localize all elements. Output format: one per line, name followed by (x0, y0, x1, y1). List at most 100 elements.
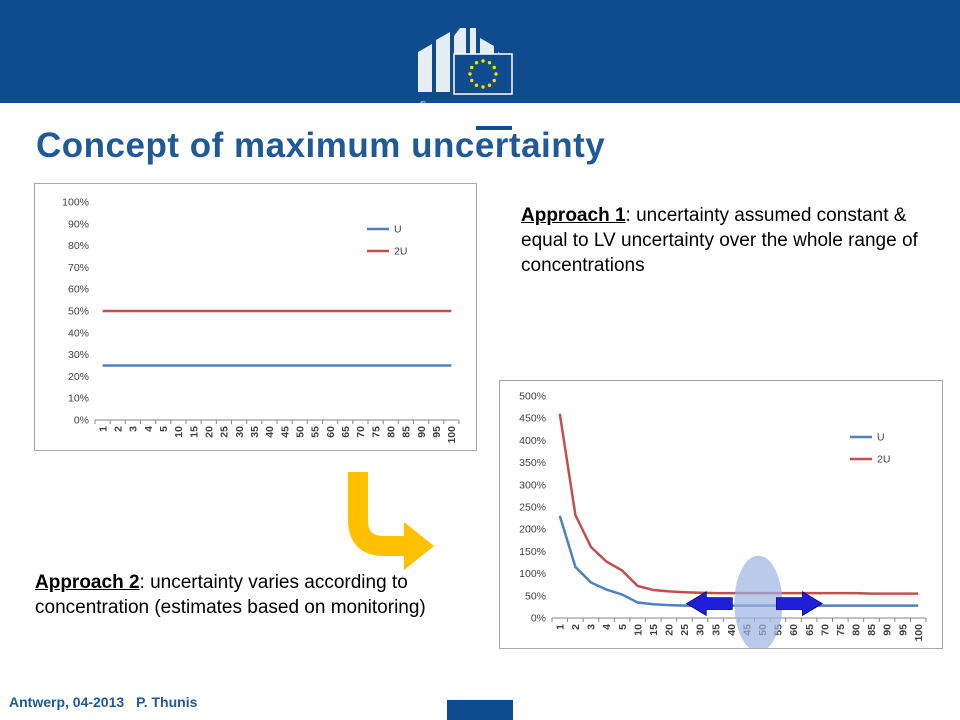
y-tick-label: 350% (519, 457, 546, 469)
x-tick-label: 85 (401, 426, 413, 438)
flag-star (494, 72, 498, 76)
x-tick-label: 95 (897, 624, 909, 636)
approach-1-lead: Approach 1 (521, 205, 626, 226)
x-tick-label: 3 (128, 426, 140, 432)
y-tick-label: 200% (519, 524, 546, 536)
y-tick-label: 20% (68, 371, 89, 383)
flag-star (487, 83, 492, 87)
flag-star (470, 65, 474, 70)
x-tick-label: 90 (882, 624, 894, 636)
y-tick-label: 50% (525, 590, 546, 602)
approach-2-text: Approach 2: uncertainty varies according… (35, 570, 445, 620)
x-tick-label: 95 (431, 426, 443, 438)
x-tick-label: 45 (279, 426, 291, 438)
footer-place-date: Antwerp, 04-2013 (9, 694, 125, 710)
x-tick-label: 80 (385, 426, 397, 438)
x-tick-label: 5 (158, 426, 170, 432)
x-tick-label: 25 (219, 426, 231, 438)
x-tick-label: 70 (819, 624, 831, 636)
y-tick-label: 40% (68, 327, 89, 339)
x-tick-label: 35 (710, 624, 722, 636)
flag-star (492, 65, 496, 70)
legend-label: U (394, 224, 402, 236)
x-tick-label: 70 (355, 426, 367, 438)
y-tick-label: 0% (531, 613, 546, 625)
x-tick-label: 35 (249, 426, 261, 438)
x-tick-label: 55 (773, 624, 785, 636)
x-tick-label: 25 (679, 624, 691, 636)
chart-variable-uncertainty: 0% 50% 100% 150% 200% 250% 300% 350% 400% 450% 500… (499, 380, 943, 649)
y-tick-label: 0% (74, 415, 89, 427)
y-tick-label: 100% (519, 568, 546, 580)
x-tick-label: 20 (664, 624, 676, 636)
y-tick-label: 60% (68, 284, 89, 296)
x-tick-label: 30 (234, 426, 246, 438)
x-tick-label: 55 (310, 426, 322, 438)
x-tick-label: 60 (788, 624, 800, 636)
highlight-ellipse (734, 555, 783, 648)
y-tick-label: 400% (519, 435, 546, 447)
approach-1-text: Approach 1: uncertainty assumed constant… (521, 203, 951, 278)
flag-star (481, 85, 485, 89)
x-tick-label: 30 (695, 624, 707, 636)
x-tick-label: 5 (617, 624, 629, 630)
y-tick-label: 80% (68, 240, 89, 252)
flag-star (492, 78, 496, 83)
x-tick-label: 2 (112, 426, 124, 432)
x-tick-label: 2 (570, 624, 582, 630)
right-arrow-icon (776, 591, 823, 617)
logo-line-2: Commission (420, 111, 470, 121)
x-tick-label: 1 (97, 426, 109, 432)
logo-line-1: European (420, 100, 459, 110)
x-tick-label: 10 (173, 426, 185, 438)
x-tick-label: 1 (554, 624, 566, 630)
chart-2-svg: 0% 50% 100% 150% 200% 250% 300% 350% 400% 450% 500… (519, 391, 927, 648)
x-tick-label: 65 (340, 426, 352, 438)
x-tick-label: 85 (866, 624, 878, 636)
y-tick-label: 90% (68, 218, 89, 230)
flag-star (468, 72, 472, 76)
y-tick-label: 70% (68, 262, 89, 274)
x-tick-label: 100 (446, 426, 458, 444)
flag-star (474, 83, 479, 87)
left-arrow-icon (685, 591, 733, 617)
chart-constant-uncertainty: 0% 10% 20% 30% 40% 50% 60% 70% 80% 90% 100% 1 2 3 4 5 10… (34, 183, 477, 451)
x-tick-label: 50 (294, 426, 306, 438)
logo-underline (476, 126, 512, 130)
curved-arrow-icon (348, 472, 434, 570)
x-tick-label: 10 (632, 624, 644, 636)
y-tick-label: 150% (519, 546, 546, 558)
flag-star (470, 78, 474, 83)
approach-2-body: : uncertainty varies according to concen… (35, 572, 426, 618)
series-line-2u (558, 413, 919, 595)
approach-2-lead: Approach 2 (35, 572, 140, 593)
x-tick-label: 4 (143, 426, 155, 432)
x-tick-label: 15 (648, 624, 660, 636)
legend-label: 2U (394, 246, 407, 258)
y-tick-label: 30% (68, 349, 89, 361)
x-tick-label: 75 (835, 624, 847, 636)
y-tick-label: 500% (519, 391, 546, 403)
legend-label: 2U (877, 454, 890, 466)
y-tick-label: 300% (519, 479, 546, 491)
eu-stars (468, 59, 498, 89)
y-tick-label: 100% (62, 197, 89, 209)
flag-star (474, 61, 479, 65)
x-tick-label: 4 (601, 624, 613, 630)
y-tick-label: 250% (519, 502, 546, 514)
x-tick-label: 90 (416, 426, 428, 438)
x-tick-label: 3 (586, 624, 598, 630)
flag-star (481, 59, 485, 63)
footer: Antwerp, 04-2013 P. Thunis (9, 694, 209, 710)
chart-1-svg: 0%10%20%30%40%50%60%70%80%90%100%1 2 3 4 5 10… (62, 197, 460, 444)
slide-title: Concept of maximum uncertainty (36, 126, 606, 165)
x-tick-label: 40 (264, 426, 276, 438)
x-tick-label: 80 (851, 624, 863, 636)
y-tick-label: 50% (68, 306, 89, 318)
x-tick-label: 75 (370, 426, 382, 438)
flag-star (487, 61, 492, 65)
x-tick-label: 40 (726, 624, 738, 636)
x-tick-label: 100 (913, 624, 925, 642)
y-tick-label: 10% (68, 393, 89, 405)
legend-label: U (877, 432, 885, 444)
